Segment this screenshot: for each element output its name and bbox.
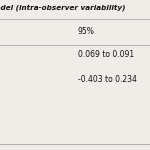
Text: model (intra-observer variability): model (intra-observer variability) bbox=[0, 4, 126, 11]
Text: ent: ent bbox=[0, 27, 1, 36]
Text: 0.069 to 0.091: 0.069 to 0.091 bbox=[78, 50, 134, 59]
Text: 95%: 95% bbox=[78, 27, 95, 36]
Text: -0.403 to 0.234: -0.403 to 0.234 bbox=[78, 75, 137, 84]
